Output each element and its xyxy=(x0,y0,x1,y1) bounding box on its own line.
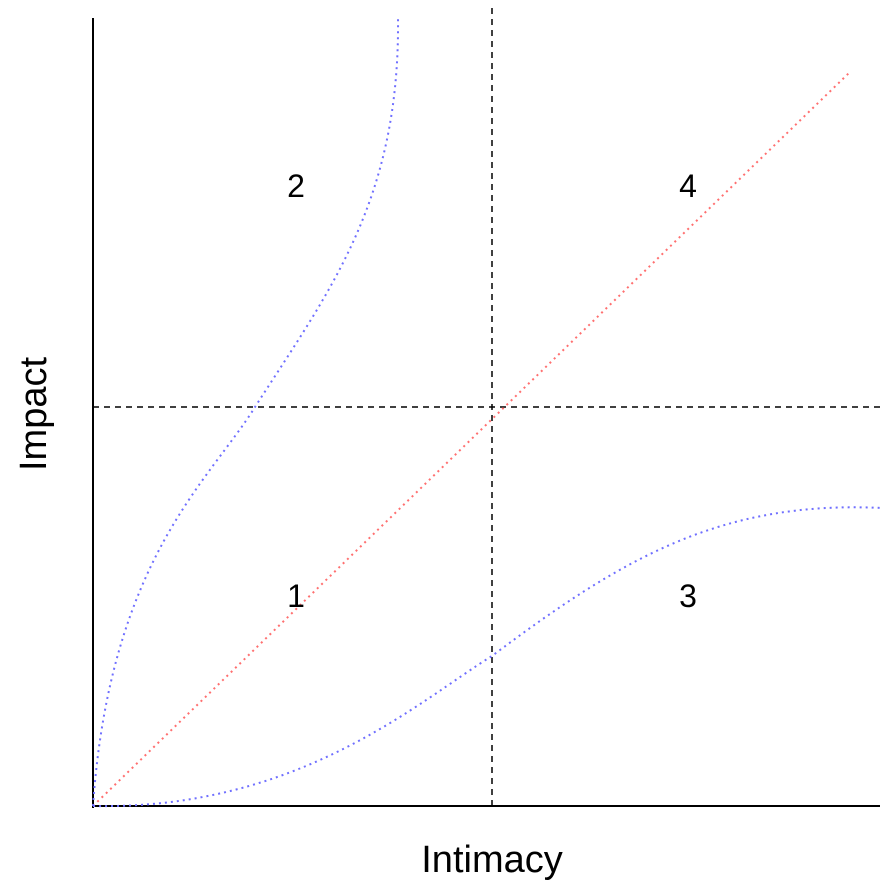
upper-curve xyxy=(92,17,400,807)
x-axis-label: Intimacy xyxy=(421,839,562,881)
region-label-4: 4 xyxy=(679,168,697,204)
y-axis-label: Impact xyxy=(13,357,55,471)
region-label-2: 2 xyxy=(287,168,305,204)
lower-curve xyxy=(92,506,882,808)
region-label-1: 1 xyxy=(287,578,305,614)
region-label-3: 3 xyxy=(679,578,697,614)
diagonal-line xyxy=(92,71,851,807)
